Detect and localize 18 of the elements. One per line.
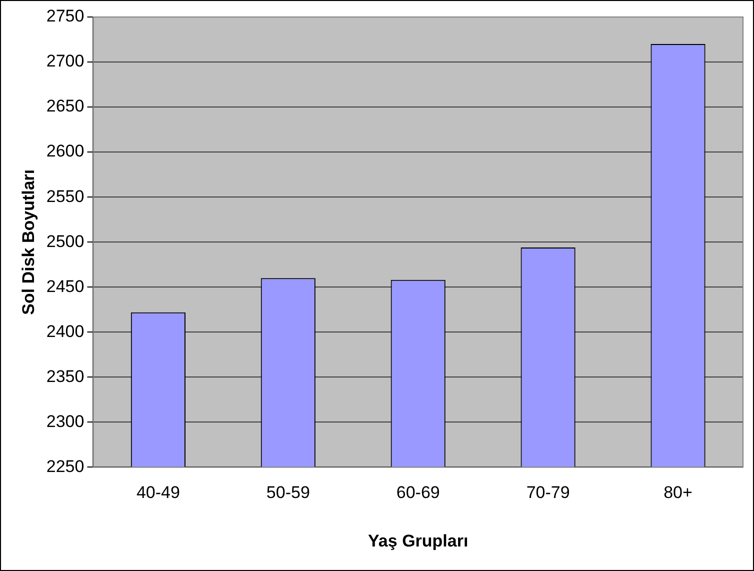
- x-axis-title: Yaş Grupları: [368, 531, 468, 550]
- y-axis-title: Sol Disk Boyutları: [18, 169, 38, 315]
- x-tick-label: 70-79: [526, 483, 570, 502]
- y-tick-label: 2600: [46, 142, 84, 161]
- x-tick-label: 60-69: [396, 483, 440, 502]
- y-tick-label: 2400: [46, 322, 84, 341]
- x-tick-label: 40-49: [136, 483, 180, 502]
- y-tick-label: 2300: [46, 412, 84, 431]
- y-tick-label: 2450: [46, 276, 84, 296]
- y-tick-label: 2650: [46, 96, 84, 116]
- y-tick-label: 2550: [46, 186, 84, 206]
- x-tick-label: 50-59: [266, 483, 310, 502]
- x-tick-label: 80+: [664, 483, 693, 502]
- y-tick-label: 2750: [46, 6, 84, 26]
- y-tick-label: 2250: [46, 456, 84, 476]
- y-tick-label: 2350: [46, 366, 84, 386]
- y-tick-label: 2500: [46, 232, 84, 251]
- y-tick-label: 2700: [46, 52, 84, 71]
